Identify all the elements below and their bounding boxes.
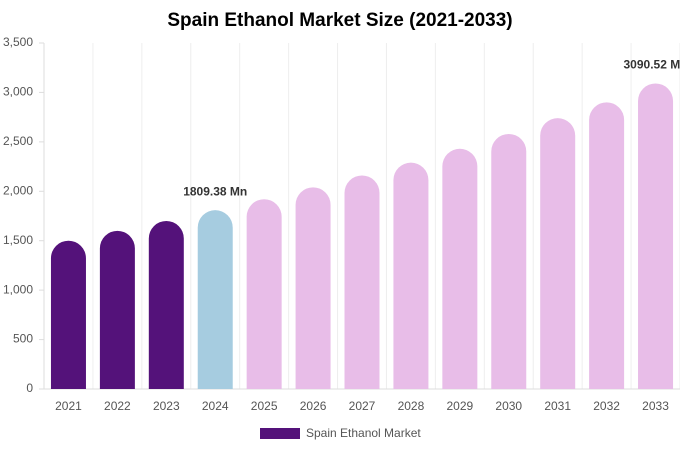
- x-tick-label: 2031: [544, 399, 571, 413]
- bar: [638, 83, 674, 389]
- y-tick-label: 3,500: [3, 35, 33, 49]
- bar: [295, 187, 331, 389]
- value-label: 1809.38 Mn: [183, 184, 247, 198]
- x-tick-label: 2024: [202, 399, 229, 413]
- bar: [344, 175, 380, 389]
- bar: [393, 162, 429, 389]
- x-tick-label: 2026: [300, 399, 327, 413]
- x-tick-label: 2032: [593, 399, 620, 413]
- bar: [442, 148, 478, 389]
- y-tick-label: 2,000: [3, 183, 33, 197]
- legend-label: Spain Ethanol Market: [306, 426, 421, 440]
- bar: [491, 133, 527, 389]
- value-label: 3090.52 Mn: [624, 58, 680, 72]
- x-tick-label: 2022: [104, 399, 131, 413]
- y-tick-label: 3,000: [3, 85, 33, 99]
- chart-title: Spain Ethanol Market Size (2021-2033): [167, 10, 512, 31]
- x-tick-label: 2030: [495, 399, 522, 413]
- y-tick-label: 500: [13, 332, 33, 346]
- y-tick-label: 0: [26, 381, 33, 395]
- y-tick-label: 1,000: [3, 282, 33, 296]
- bar: [589, 102, 625, 390]
- x-tick-label: 2021: [55, 399, 82, 413]
- x-tick-label: 2033: [642, 399, 669, 413]
- x-tick-label: 2023: [153, 399, 180, 413]
- bar: [99, 230, 135, 389]
- y-tick-label: 1,500: [3, 233, 33, 247]
- bar: [246, 199, 282, 389]
- bar: [148, 220, 184, 389]
- x-tick-label: 2027: [349, 399, 376, 413]
- x-tick-label: 2028: [398, 399, 425, 413]
- y-tick-label: 2,500: [3, 134, 33, 148]
- x-tick-label: 2029: [446, 399, 473, 413]
- legend-swatch: [260, 428, 300, 439]
- bar: [540, 118, 576, 390]
- bar: [197, 210, 233, 389]
- x-tick-label: 2025: [251, 399, 278, 413]
- bar: [50, 240, 86, 389]
